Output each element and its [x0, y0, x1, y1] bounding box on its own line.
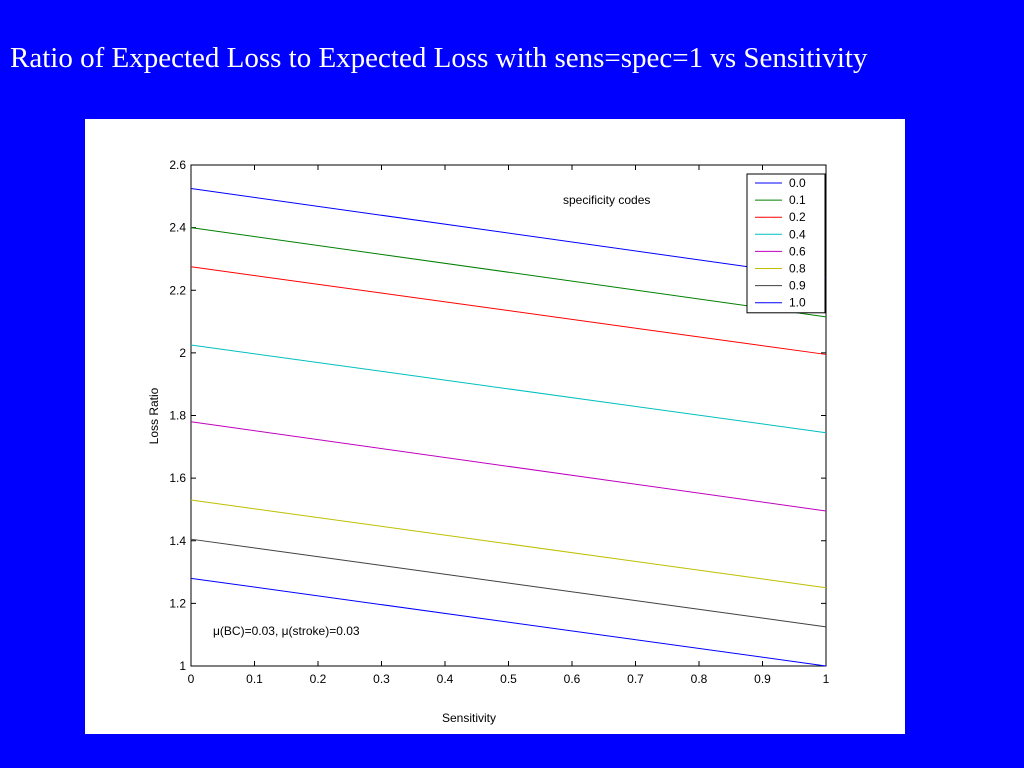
series-line-0.4 — [190, 344, 827, 434]
legend-title: specificity codes — [563, 193, 650, 207]
legend-label: 0.6 — [789, 244, 806, 258]
x-tick-label: 0.1 — [246, 672, 263, 686]
x-tick-label: 0.8 — [691, 672, 708, 686]
y-tick-label: 1.6 — [169, 471, 186, 485]
legend-label: 0.4 — [789, 227, 806, 241]
series-line-0.1 — [190, 227, 827, 318]
legend-label: 0.2 — [789, 210, 806, 224]
series-line-0.6 — [190, 421, 827, 512]
x-tick-label: 0.5 — [500, 672, 517, 686]
y-tick-label: 1.2 — [169, 596, 186, 610]
legend-label: 0.0 — [789, 176, 806, 190]
x-tick-label: 0.2 — [310, 672, 327, 686]
series-lines — [190, 187, 827, 667]
legend-label: 0.8 — [789, 262, 806, 276]
series-line-0.0 — [190, 187, 827, 279]
x-axis-label: Sensitivity — [442, 711, 496, 725]
axis-ticks: 0 0.1 0.2 0.3 0.4 0.5 0.6 0.7 0.8 0.9 1 1 1.2 1.4 1.6 1… — [169, 158, 829, 686]
line-chart: 0 0.1 0.2 0.3 0.4 0.5 0.6 0.7 0.8 0.9 1 1 1.2 1.4 1.6 1… — [147, 158, 830, 725]
y-tick-label: 2.4 — [169, 221, 186, 235]
legend-box — [746, 173, 826, 314]
slide-title: Ratio of Expected Loss to Expected Loss … — [10, 42, 868, 74]
chart-figure: 0 0.1 0.2 0.3 0.4 0.5 0.6 0.7 0.8 0.9 1 1 1.2 1.4 1.6 1… — [85, 119, 905, 734]
x-tick-label: 0.4 — [437, 672, 454, 686]
series-line-0.8 — [190, 499, 827, 589]
x-tick-label: 0.9 — [754, 672, 771, 686]
plot-area — [190, 164, 827, 667]
legend-label: 1.0 — [789, 296, 806, 310]
chart-annotation: μ(BC)=0.03, μ(stroke)=0.03 — [213, 624, 360, 638]
y-tick-label: 1.4 — [169, 534, 186, 548]
y-tick-label: 2 — [179, 346, 186, 360]
series-line-1.0 — [190, 577, 827, 667]
x-tick-label: 1 — [823, 672, 830, 686]
y-tick-label: 1 — [179, 659, 186, 673]
legend-label: 0.9 — [789, 279, 806, 293]
x-tick-label: 0.6 — [564, 672, 581, 686]
series-line-0.9 — [190, 538, 827, 628]
x-tick-label: 0.3 — [373, 672, 390, 686]
x-tick-label: 0.7 — [627, 672, 644, 686]
x-tick-label: 0 — [188, 672, 195, 686]
series-line-0.2 — [190, 266, 827, 355]
legend-label: 0.1 — [789, 193, 806, 207]
y-tick-label: 1.8 — [169, 409, 186, 423]
y-axis-label: Loss Ratio — [147, 387, 161, 444]
y-tick-label: 2.6 — [169, 158, 186, 172]
y-tick-label: 2.2 — [169, 283, 186, 297]
legend: 0.0 0.1 0.2 0.4 0.6 0.8 0.9 1.0 — [746, 173, 826, 314]
